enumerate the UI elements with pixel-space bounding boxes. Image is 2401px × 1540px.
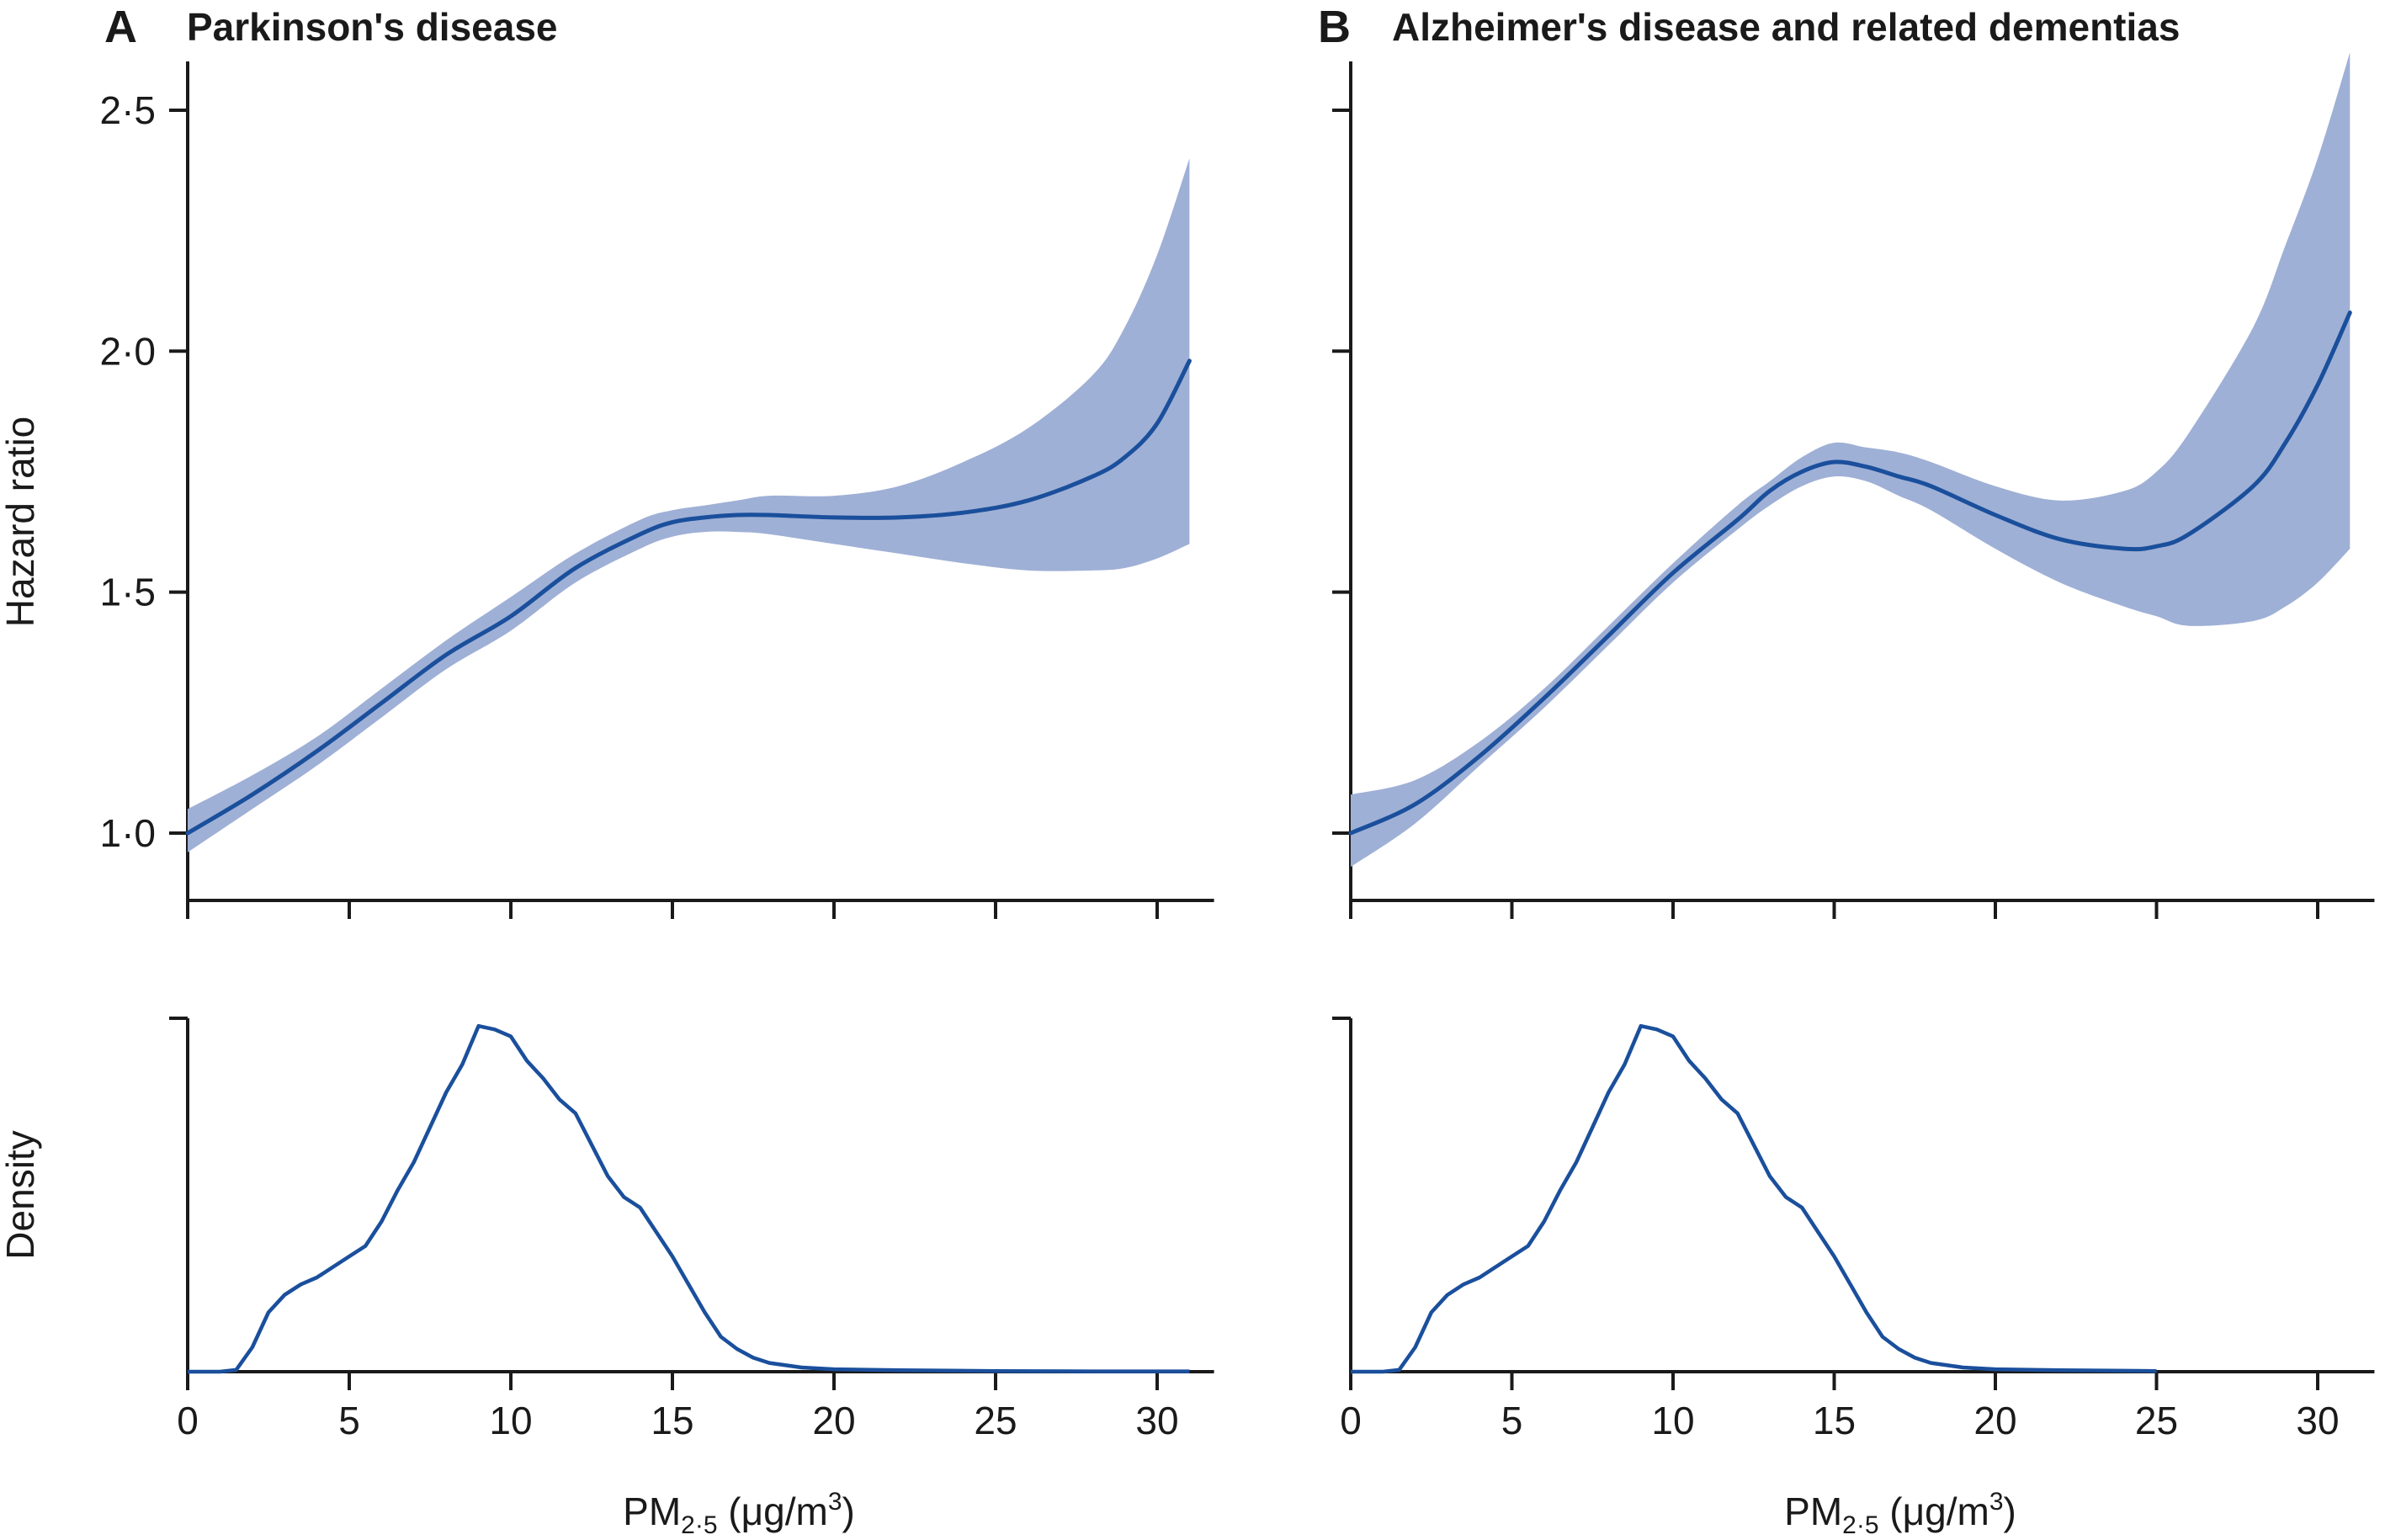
- x-tick-label: 15: [1813, 1399, 1856, 1442]
- x-tick-label: 5: [338, 1399, 360, 1442]
- x-axis-label-b-sub: 2·5: [1842, 1511, 1878, 1539]
- x-axis-label-a-close: ): [842, 1490, 855, 1533]
- y-tick-label: 2·5: [100, 88, 156, 132]
- panel-b-den: 0 5 10 15 20 25 30: [1332, 1017, 2375, 1442]
- x-axis-label-a-sub: 2·5: [681, 1511, 717, 1539]
- confidence-band: [1351, 52, 2351, 868]
- x-tick-label: 15: [651, 1399, 693, 1442]
- panel-a-letter: A: [104, 2, 137, 52]
- density-line: [1351, 1023, 2157, 1374]
- x-tick-label: 10: [489, 1399, 532, 1442]
- plot-layer: 1·0 1·5 2·0 2·5 0 5 10 15 20 25 30 0 5 10 15 20 25 30: [100, 52, 2375, 1442]
- x-axis-label-a: PM2·5 (μg/m3): [623, 1488, 855, 1539]
- y-tick-label: 2·0: [100, 329, 156, 373]
- x-axis-label-b: PM2·5 (μg/m3): [1784, 1488, 2016, 1539]
- confidence-band: [188, 158, 1190, 852]
- panel-a-den: 0 5 10 15 20 25 30: [169, 1017, 1214, 1442]
- y-axis-label-density: Density: [0, 1130, 42, 1259]
- x-axis-label-a-sup: 3: [828, 1488, 842, 1516]
- panel-a-hr: 1·0 1·5 2·0 2·5: [100, 61, 1214, 919]
- y-axis-label-hazard-ratio: Hazard ratio: [0, 417, 42, 628]
- x-tick-label: 25: [974, 1399, 1017, 1442]
- panel-b-title: Alzheimer's disease and related dementia…: [1392, 5, 2180, 49]
- panel-b-letter: B: [1318, 2, 1351, 52]
- x-tick-label: 5: [1501, 1399, 1523, 1442]
- x-tick-label: 10: [1651, 1399, 1694, 1442]
- x-axis-label-b-close: ): [2004, 1490, 2016, 1533]
- x-axis-label-b-pm: PM: [1784, 1490, 1842, 1533]
- x-tick-label: 20: [812, 1399, 855, 1442]
- x-tick-label: 25: [2135, 1399, 2178, 1442]
- x-tick-label: 0: [177, 1399, 199, 1442]
- x-tick-label: 30: [1135, 1399, 1178, 1442]
- x-tick-label: 20: [1973, 1399, 2016, 1442]
- y-tick-label: 1·5: [100, 571, 156, 614]
- panel-b-hr: [1332, 52, 2375, 919]
- panel-a-title: Parkinson's disease: [187, 5, 558, 49]
- density-line: [188, 1023, 1190, 1374]
- x-axis-label-b-sup: 3: [1989, 1488, 2004, 1516]
- x-tick-label: 30: [2296, 1399, 2339, 1442]
- x-axis-label-a-unit: (μg/m: [718, 1490, 828, 1533]
- hazard-ratio-line: [185, 358, 1192, 836]
- x-axis-label-a-pm: PM: [623, 1490, 681, 1533]
- hazard-ratio-line: [1348, 311, 2352, 836]
- x-axis-label-b-unit: (μg/m: [1879, 1490, 1989, 1533]
- y-tick-label: 1·0: [100, 811, 156, 855]
- x-tick-label: 0: [1340, 1399, 1362, 1442]
